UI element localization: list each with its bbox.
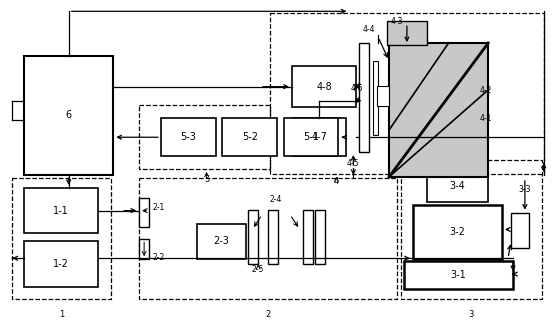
Bar bbox=[511, 213, 529, 248]
Text: 4: 4 bbox=[334, 177, 339, 186]
Text: 1-2: 1-2 bbox=[53, 259, 69, 269]
Text: 2-4: 2-4 bbox=[270, 195, 282, 204]
Bar bbox=[197, 223, 247, 259]
Bar bbox=[24, 241, 98, 287]
Bar bbox=[270, 13, 543, 174]
Text: 3-4: 3-4 bbox=[450, 181, 465, 191]
Bar bbox=[377, 86, 389, 106]
Text: 5-3: 5-3 bbox=[180, 132, 196, 142]
Bar bbox=[387, 21, 427, 45]
Bar bbox=[315, 210, 325, 264]
Bar bbox=[24, 188, 98, 233]
Text: 4-2: 4-2 bbox=[480, 86, 493, 95]
Bar bbox=[427, 170, 488, 202]
Text: 6: 6 bbox=[66, 111, 72, 120]
Text: 2-5: 2-5 bbox=[252, 264, 264, 274]
Bar bbox=[139, 239, 149, 259]
Text: 2-1: 2-1 bbox=[153, 203, 165, 212]
Text: 4-4: 4-4 bbox=[363, 24, 376, 34]
Bar bbox=[139, 178, 397, 299]
Text: 2-2: 2-2 bbox=[153, 253, 165, 262]
Text: 1-1: 1-1 bbox=[53, 206, 69, 215]
Text: 3-2: 3-2 bbox=[449, 227, 465, 237]
Text: 5-1: 5-1 bbox=[303, 132, 319, 142]
Text: 5-2: 5-2 bbox=[242, 132, 258, 142]
Bar bbox=[284, 118, 338, 156]
Bar bbox=[24, 56, 114, 175]
Bar bbox=[404, 261, 513, 289]
Bar bbox=[139, 198, 149, 227]
Bar bbox=[161, 118, 216, 156]
Bar bbox=[360, 43, 369, 152]
Text: 4-7: 4-7 bbox=[311, 132, 327, 142]
Text: 5: 5 bbox=[204, 175, 209, 184]
Text: 2: 2 bbox=[265, 310, 271, 319]
Bar bbox=[413, 205, 502, 259]
Text: 4-1: 4-1 bbox=[480, 114, 493, 123]
Bar bbox=[292, 66, 356, 108]
Text: 3-3: 3-3 bbox=[519, 185, 531, 194]
Bar bbox=[303, 210, 312, 264]
Bar bbox=[12, 178, 111, 299]
Text: 1: 1 bbox=[59, 310, 64, 319]
Bar bbox=[401, 160, 542, 299]
Text: 2-3: 2-3 bbox=[213, 236, 229, 246]
Text: 3-1: 3-1 bbox=[450, 270, 466, 280]
Bar bbox=[292, 118, 346, 156]
Bar bbox=[139, 105, 270, 169]
Bar bbox=[389, 43, 488, 177]
Bar bbox=[373, 61, 378, 135]
Bar bbox=[268, 210, 278, 264]
Text: 4-5: 4-5 bbox=[347, 159, 360, 167]
Text: 3: 3 bbox=[469, 310, 474, 319]
Text: 4-6: 4-6 bbox=[351, 84, 363, 93]
Bar bbox=[248, 210, 258, 264]
Bar bbox=[223, 118, 277, 156]
Text: 4-8: 4-8 bbox=[316, 82, 332, 92]
Text: 4-3: 4-3 bbox=[391, 17, 403, 26]
